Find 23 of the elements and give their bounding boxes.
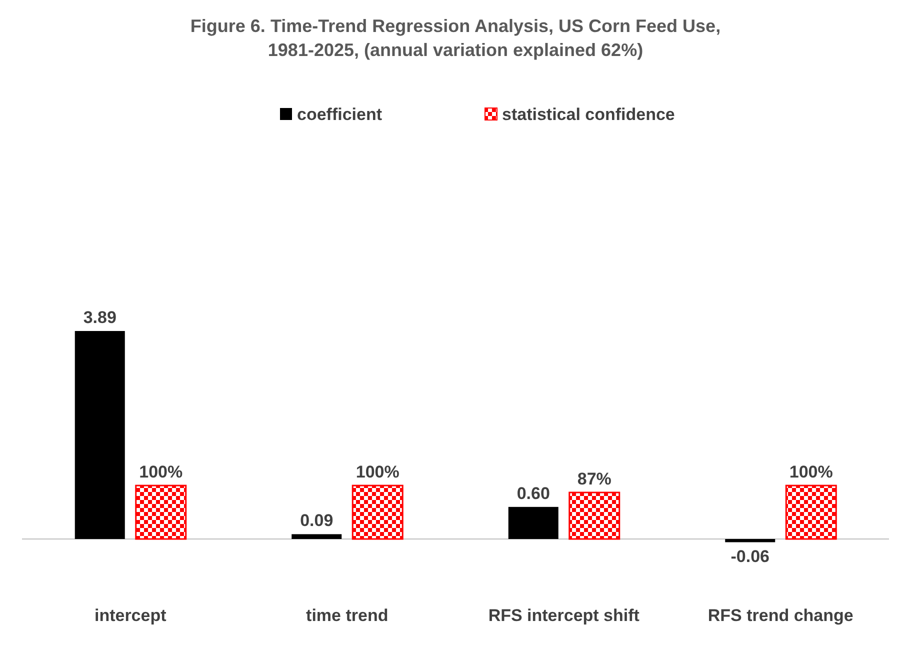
data-label: 100% <box>789 462 833 482</box>
bar <box>725 539 776 542</box>
bar <box>74 331 125 539</box>
data-label: 0.09 <box>300 511 334 530</box>
bar <box>785 484 837 540</box>
data-label: 100% <box>356 462 400 482</box>
bar <box>568 492 620 540</box>
data-label: -0.06 <box>730 547 770 566</box>
bar <box>508 506 558 539</box>
data-label: 3.89 <box>83 308 116 327</box>
x-tick-label: RFS intercept shift <box>488 606 640 625</box>
x-tick-label: RFS trend change <box>708 606 854 625</box>
bar <box>292 534 342 539</box>
bar <box>135 484 187 540</box>
legend-label: statistical confidence <box>502 105 675 124</box>
data-label: 87% <box>577 469 612 488</box>
bar <box>352 484 404 540</box>
data-label: 0.60 <box>516 484 550 503</box>
x-tick-label: time trend <box>306 606 388 625</box>
data-label: 100% <box>139 462 183 482</box>
chart-title: Figure 6. Time-Trend Regression Analysis, US Corn Feed Use, 1981-2025, (annual variation explained 62%) <box>190 16 721 60</box>
x-tick-label: intercept <box>94 606 167 625</box>
legend-label: coefficient <box>297 105 382 124</box>
